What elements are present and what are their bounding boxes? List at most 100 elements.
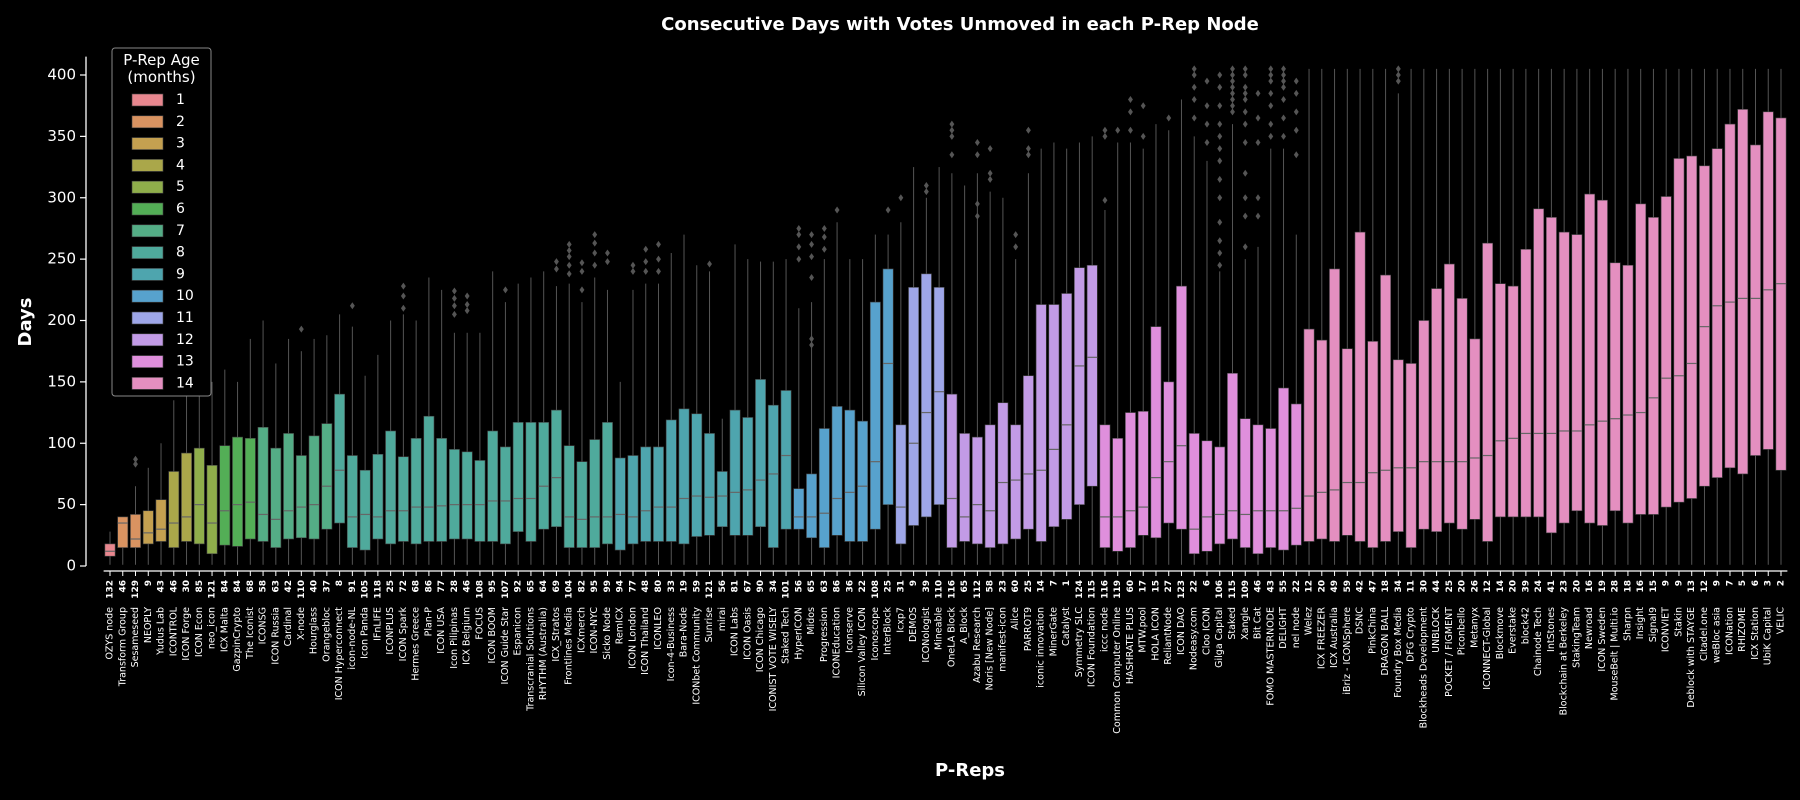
count-label: 43: [1266, 580, 1276, 593]
box: [602, 422, 613, 545]
box: [614, 457, 626, 551]
outlier: [554, 265, 559, 273]
x-tick-label: iBriz - ICONSphere: [1342, 607, 1353, 695]
outlier: [809, 240, 815, 248]
count-label: 2: [1777, 580, 1787, 586]
box: [1635, 203, 1647, 515]
outlier: [987, 175, 993, 183]
x-tick-label: ICONNECT-Global: [1482, 607, 1493, 690]
outlier: [796, 231, 802, 239]
legend-label: 2: [176, 114, 185, 130]
outlier: [1281, 132, 1286, 140]
box: [1188, 433, 1200, 555]
count-label: 115: [1228, 580, 1238, 599]
legend-label: 7: [176, 223, 185, 239]
box: [474, 460, 486, 542]
legend-swatch: [131, 224, 164, 238]
box: [334, 393, 346, 524]
outlier: [1242, 194, 1248, 202]
outlier: [707, 260, 712, 268]
count-label: 56: [718, 580, 728, 593]
x-tick-label: DELIGHT: [1278, 607, 1289, 649]
outlier: [1230, 89, 1235, 97]
box: [142, 510, 154, 545]
x-tick-label: ICONEducation: [832, 607, 843, 678]
box: [1354, 231, 1366, 542]
box: [1533, 208, 1545, 518]
box: [729, 409, 741, 536]
x-tick-label: ICX Station: [1750, 607, 1761, 660]
count-label: 16: [1585, 580, 1595, 593]
legend-label: 11: [176, 310, 194, 326]
count-label: 108: [475, 580, 485, 599]
x-tick-label: HyperICON: [793, 607, 804, 660]
y-tick-label: 50: [57, 495, 76, 513]
box: [767, 404, 779, 548]
x-tick-label: DFG Crypto: [1406, 607, 1417, 662]
x-tick-label: ICON BOOM: [487, 607, 498, 664]
outlier: [885, 206, 891, 214]
count-label: 18: [1623, 580, 1633, 593]
outlier: [298, 325, 304, 333]
count-label: 110: [935, 580, 945, 599]
x-tick-label: Sunrise: [704, 607, 715, 643]
chart-title: Consecutive Days with Votes Unmoved in e…: [661, 14, 1259, 35]
count-label: 13: [1687, 580, 1697, 593]
x-tick-label: FOMO MASTERNODE: [1265, 607, 1276, 706]
box: [933, 287, 945, 505]
y-tick-label: 400: [47, 66, 76, 84]
count-label: 55: [1279, 580, 1289, 593]
legend-swatch: [131, 333, 164, 347]
outlier: [1166, 114, 1172, 122]
box: [576, 461, 588, 548]
count-label: 18: [1381, 580, 1391, 593]
box: [895, 424, 907, 545]
box: [1482, 242, 1494, 542]
count-label: 30: [1419, 580, 1429, 593]
x-tick-label: VELIC: [1776, 607, 1787, 635]
count-label: 23: [1560, 580, 1570, 593]
outlier: [974, 212, 980, 220]
count-label: 6: [1202, 580, 1212, 586]
x-tick-label: Bara-Node: [679, 607, 690, 657]
outlier: [1013, 243, 1019, 251]
count-label: 6: [1751, 580, 1761, 586]
x-tick-label: Bit Cat: [1253, 607, 1264, 639]
box: [1061, 293, 1073, 520]
count-label: 59: [692, 580, 702, 593]
outlier: [1230, 65, 1235, 73]
outlier: [643, 245, 649, 253]
count-label: 94: [616, 580, 626, 593]
outlier: [1242, 243, 1248, 251]
outlier: [1242, 139, 1248, 147]
box: [359, 469, 371, 551]
outlier: [1115, 126, 1121, 134]
x-tick-label: Espanicon: [513, 607, 524, 656]
x-tick-label: Azabu Research: [972, 607, 983, 683]
outlier: [1217, 120, 1223, 128]
outlier: [1191, 71, 1197, 79]
count-label: 121: [705, 580, 715, 599]
outlier: [949, 126, 955, 134]
box: [1571, 234, 1583, 512]
count-label: 82: [577, 580, 587, 593]
box: [1431, 288, 1442, 532]
outlier: [1204, 77, 1210, 85]
outlier: [974, 139, 980, 147]
count-label: 109: [1241, 580, 1251, 599]
outlier: [1140, 132, 1146, 140]
outlier: [1268, 71, 1274, 79]
x-tick-label: Piconbello: [1457, 607, 1468, 655]
x-tick-label: Icon Panda: [360, 607, 371, 659]
count-label: 119: [1113, 580, 1123, 599]
x-tick-label: icon-node-NL: [347, 606, 358, 669]
outlier: [1242, 96, 1248, 104]
box: [232, 436, 243, 547]
x-tick-label: FOCUS: [474, 607, 485, 640]
count-label: 115: [1088, 580, 1098, 599]
outlier: [605, 249, 610, 257]
count-label: 7: [1049, 580, 1059, 586]
count-label: 19: [680, 580, 690, 593]
box: [461, 451, 473, 540]
x-tick-label: Symmetry SLC: [1074, 607, 1085, 678]
